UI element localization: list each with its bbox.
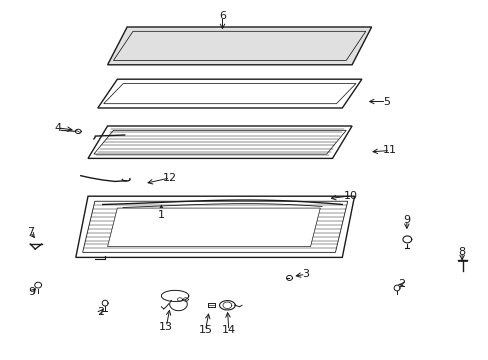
Polygon shape [76, 196, 354, 257]
Text: 6: 6 [219, 11, 225, 21]
Polygon shape [107, 208, 320, 247]
Polygon shape [88, 126, 351, 158]
Text: 5: 5 [382, 96, 389, 107]
Text: 8: 8 [458, 247, 465, 257]
Text: 3: 3 [302, 269, 308, 279]
Text: 2: 2 [398, 279, 405, 289]
Text: 10: 10 [344, 191, 357, 201]
Text: 4: 4 [54, 123, 61, 133]
Text: 9: 9 [403, 215, 409, 225]
Polygon shape [107, 27, 371, 65]
Text: 14: 14 [222, 325, 235, 336]
Text: 7: 7 [27, 227, 34, 237]
Polygon shape [82, 201, 347, 252]
Polygon shape [98, 79, 361, 108]
Text: 15: 15 [198, 325, 212, 336]
Text: 13: 13 [159, 322, 173, 332]
Text: 2: 2 [97, 307, 103, 318]
Text: 11: 11 [383, 145, 396, 156]
Text: 12: 12 [163, 173, 177, 183]
Text: 9: 9 [28, 287, 35, 297]
Text: 1: 1 [158, 210, 164, 220]
